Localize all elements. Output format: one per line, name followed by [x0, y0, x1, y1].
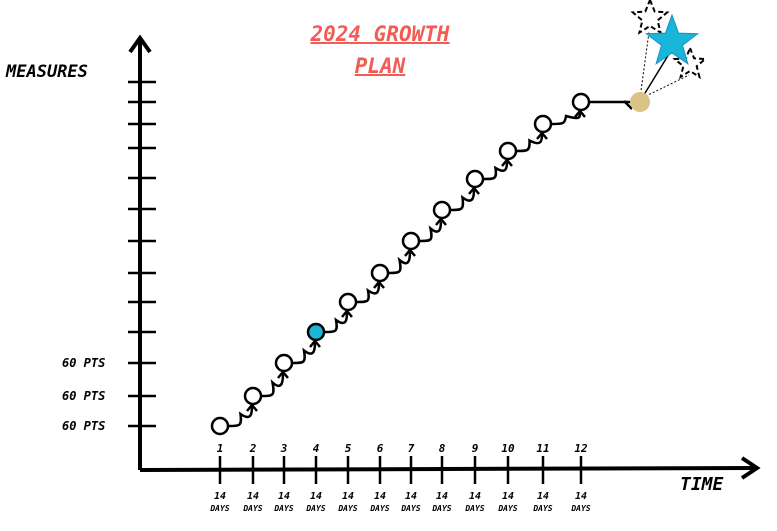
step-duration-label: 14: [405, 491, 417, 502]
step-connector: [228, 405, 254, 428]
milestone-circle: [533, 114, 553, 134]
step-number-label: 8: [439, 442, 446, 455]
dotted-line: [641, 74, 690, 99]
step-duration-label: 14: [310, 491, 322, 502]
milestone-circle: [210, 416, 230, 436]
step-duration-label: 14: [342, 491, 354, 502]
step-duration-label: 14: [278, 491, 290, 502]
y-axis-arrow: [128, 34, 152, 54]
step-unit-label: DAYS: [400, 504, 420, 513]
step-duration-label: 14: [214, 491, 226, 502]
step-duration-label: 14: [374, 491, 386, 502]
step-connector: [356, 282, 381, 304]
step-number-label: 6: [377, 442, 384, 455]
step-duration-label: 14: [469, 491, 481, 502]
milestone-circle: [498, 141, 518, 161]
x-axis-arrow: [740, 456, 761, 480]
solid-line: [641, 53, 670, 99]
step-duration-label: 14: [502, 491, 514, 502]
step-number-label: 4: [313, 442, 320, 455]
step-unit-label: DAYS: [431, 504, 451, 513]
step-unit-label: DAYS: [570, 504, 590, 513]
milestone-circle: [432, 200, 452, 220]
step-duration-label: 14: [247, 491, 259, 502]
milestone-circle: [465, 169, 485, 189]
diagram-title: 2024 GROWTH PLAN: [270, 18, 490, 82]
step-unit-label: DAYS: [369, 504, 389, 513]
step-connector: [483, 160, 509, 181]
goal-circle: [630, 92, 650, 112]
x-axis-label: TIME: [680, 474, 724, 495]
step-duration-label: 14: [436, 491, 448, 502]
dashed-star-icon: [630, 0, 670, 35]
step-unit-label: DAYS: [497, 504, 517, 513]
milestone-circle: [338, 292, 358, 312]
step-connector: [450, 188, 476, 212]
step-number-label: 7: [408, 442, 415, 455]
milestone-circle: [370, 263, 390, 283]
step-connector: [551, 111, 582, 126]
step-number-label: 10: [501, 442, 515, 455]
milestone-circle: [306, 322, 326, 342]
step-unit-label: DAYS: [305, 504, 325, 513]
title-line-2: PLAN: [354, 54, 406, 78]
milestone-circle: [571, 92, 591, 112]
dotted-line: [639, 31, 650, 99]
star-icon: [644, 13, 700, 65]
y-label-1: 60 PTS: [62, 419, 106, 433]
step-unit-label: DAYS: [273, 504, 293, 513]
step-unit-label: DAYS: [464, 504, 484, 513]
milestone-circle: [243, 386, 263, 406]
step-number-label: 11: [536, 442, 549, 455]
step-unit-label: DAYS: [532, 504, 552, 513]
step-connector: [324, 311, 349, 334]
y-label-3: 60 PTS: [62, 356, 106, 370]
step-connector: [419, 219, 443, 243]
step-number-label: 2: [249, 442, 257, 455]
step-unit-label: DAYS: [337, 504, 357, 513]
step-connector: [261, 372, 285, 398]
title-line-1: 2024 GROWTH: [310, 22, 450, 46]
x-axis: [139, 466, 756, 472]
step-number-label: 9: [472, 442, 479, 455]
step-connector: [516, 133, 544, 153]
step-number-label: 12: [574, 442, 588, 455]
step-unit-label: DAYS: [209, 504, 229, 513]
step-number-label: 5: [345, 442, 352, 455]
y-label-2: 60 PTS: [62, 389, 106, 403]
milestone-circle: [274, 353, 294, 373]
step-duration-label: 14: [537, 491, 549, 502]
milestone-circle: [401, 231, 421, 251]
step-number-label: 3: [280, 442, 288, 455]
step-connector: [292, 341, 317, 365]
step-unit-label: DAYS: [242, 504, 262, 513]
step-duration-label: 14: [575, 491, 587, 502]
step-number-label: 1: [217, 442, 224, 455]
step-connector: [388, 250, 412, 275]
y-axis-label: MEASURES: [6, 62, 88, 82]
dashed-star-icon: [672, 45, 708, 80]
